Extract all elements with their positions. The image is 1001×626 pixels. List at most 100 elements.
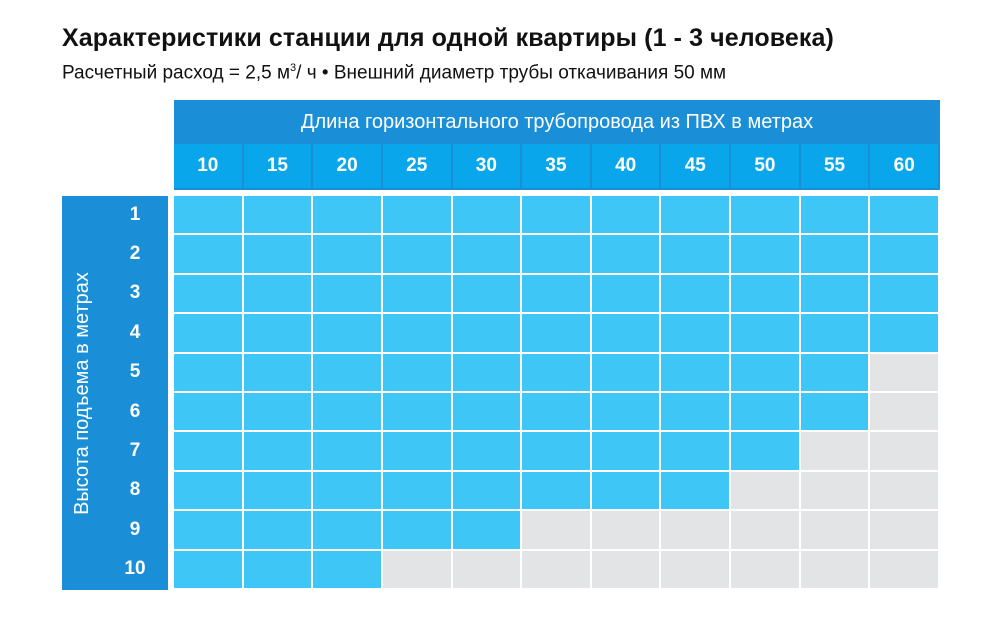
cell-allowed: [243, 353, 312, 391]
row-head-5: 5: [129, 361, 141, 383]
cell-allowed: [313, 353, 381, 391]
cell-allowed: [382, 196, 451, 234]
row-head-1: 1: [129, 203, 141, 225]
column-head-20: 20: [313, 144, 381, 188]
cell-allowed: [522, 393, 590, 431]
cell-not-allowed: [591, 550, 660, 588]
cell-allowed: [313, 314, 381, 352]
cell-allowed: [452, 314, 521, 352]
cell-allowed: [313, 235, 381, 273]
cell-allowed: [731, 196, 799, 234]
cell-allowed: [661, 353, 730, 391]
cell-allowed: [243, 314, 312, 352]
cell-allowed: [661, 393, 730, 431]
cell-allowed: [522, 432, 590, 470]
cell-allowed: [800, 274, 869, 313]
cell-allowed: [870, 235, 939, 273]
cell-allowed: [452, 196, 521, 234]
cell-allowed: [591, 274, 660, 313]
cell-allowed: [870, 314, 939, 352]
cell-allowed: [452, 393, 521, 431]
row-head-8: 8: [129, 479, 141, 501]
cell-allowed: [243, 274, 312, 313]
pipe-diameter-value: 50 мм: [673, 62, 727, 84]
cell-allowed: [661, 235, 730, 273]
cell-allowed: [731, 393, 799, 431]
cell-not-allowed: [522, 550, 590, 588]
cell-allowed: [731, 432, 799, 470]
cell-allowed: [174, 471, 242, 510]
cell-not-allowed: [661, 511, 730, 549]
cell-allowed: [661, 314, 730, 352]
cell-allowed: [243, 550, 312, 588]
cell-allowed: [800, 314, 869, 352]
cell-allowed: [522, 314, 590, 352]
height-header: Высота подъема в метрах: [62, 196, 102, 590]
row-head-6: 6: [129, 400, 141, 422]
cell-not-allowed: [522, 511, 590, 549]
page-subtitle: Расчетный расход = 2,5 м3/ ч • Внешний д…: [62, 62, 726, 84]
cell-allowed: [452, 274, 521, 313]
column-head-45: 45: [661, 144, 730, 188]
cell-not-allowed: [870, 432, 939, 470]
row-head-2: 2: [129, 243, 141, 265]
cell-allowed: [731, 314, 799, 352]
column-head-15: 15: [243, 144, 312, 188]
column-head-30: 30: [452, 144, 521, 188]
cell-allowed: [382, 471, 451, 510]
cell-allowed: [800, 235, 869, 273]
pipe-diameter-text: / ч • Внешний диаметр трубы откачивания: [296, 62, 674, 84]
cell-allowed: [522, 235, 590, 273]
column-head-50: 50: [731, 144, 799, 188]
cell-allowed: [800, 196, 869, 234]
cell-not-allowed: [661, 550, 730, 588]
cell-not-allowed: [731, 511, 799, 549]
flow-rate-text: Расчетный расход = 2,5 м: [62, 62, 291, 84]
column-head-10: 10: [174, 144, 242, 188]
cell-allowed: [522, 274, 590, 313]
column-head-35: 35: [522, 144, 590, 188]
flow-rate-sup: 3: [290, 62, 297, 74]
cell-allowed: [800, 353, 869, 391]
cell-allowed: [174, 314, 242, 352]
cell-not-allowed: [800, 471, 869, 510]
cell-allowed: [591, 393, 660, 431]
cell-allowed: [243, 235, 312, 273]
cell-allowed: [731, 235, 799, 273]
cell-allowed: [452, 511, 521, 549]
column-head-25: 25: [382, 144, 451, 188]
cell-allowed: [522, 471, 590, 510]
cell-allowed: [313, 432, 381, 470]
column-head-55: 55: [800, 144, 869, 188]
cell-allowed: [174, 196, 242, 234]
height-header-bar: [62, 196, 102, 590]
cell-allowed: [452, 353, 521, 391]
cell-allowed: [522, 353, 590, 391]
cell-allowed: [661, 274, 730, 313]
cell-not-allowed: [452, 550, 521, 588]
cell-not-allowed: [870, 550, 939, 588]
cell-not-allowed: [870, 471, 939, 510]
cell-allowed: [243, 196, 312, 234]
cell-allowed: [174, 393, 242, 431]
cell-allowed: [382, 314, 451, 352]
row-head-4: 4: [129, 321, 141, 343]
cell-allowed: [591, 235, 660, 273]
cell-allowed: [174, 274, 242, 313]
length-columns-row: 10 15 20 25 30 35 40 45 50 55 60: [174, 144, 940, 190]
cell-not-allowed: [870, 353, 939, 391]
cell-allowed: [731, 274, 799, 313]
cell-allowed: [591, 353, 660, 391]
row-head-9: 9: [129, 518, 141, 540]
column-head-40: 40: [591, 144, 660, 188]
cell-allowed: [174, 432, 242, 470]
cell-allowed: [313, 471, 381, 510]
cell-not-allowed: [800, 432, 869, 470]
cell-allowed: [313, 393, 381, 431]
cell-allowed: [382, 511, 451, 549]
cell-allowed: [591, 196, 660, 234]
height-rows-column: [102, 196, 168, 590]
cell-allowed: [382, 353, 451, 391]
cell-allowed: [870, 274, 939, 313]
row-head-3: 3: [129, 282, 141, 304]
